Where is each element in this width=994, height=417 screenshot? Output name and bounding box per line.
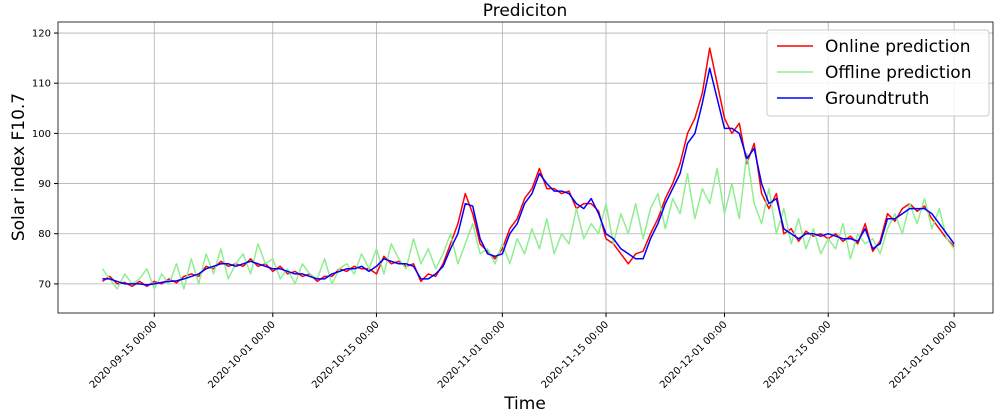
- y-tick-label: 100: [32, 129, 51, 140]
- y-tick-label: 70: [38, 279, 51, 290]
- chart-title: Prediciton: [483, 1, 567, 21]
- plot-frame: [57, 21, 994, 314]
- y-tick-label: 90: [38, 179, 51, 190]
- series-line: [101, 152, 955, 290]
- x-tick-label: 2020-09-15 00:00: [88, 319, 160, 391]
- y-axis-label: Solar index F10.7: [9, 93, 29, 241]
- x-tick-label: 2020-10-01 00:00: [206, 319, 278, 391]
- y-tick-label: 80: [38, 229, 51, 240]
- series-line: [102, 67, 955, 286]
- legend-label: Offline prediction: [825, 63, 971, 83]
- y-tick-label: 120: [32, 29, 51, 40]
- x-tick-label: 2020-10-15 00:00: [310, 319, 382, 391]
- legend-box: [766, 29, 990, 117]
- x-tick-label: 2020-11-01 00:00: [436, 319, 508, 391]
- y-tick-label: 110: [32, 79, 51, 90]
- x-axis-label: Time: [503, 394, 546, 414]
- legend-label: Online prediction: [825, 37, 971, 57]
- x-tick-label: 2020-11-15 00:00: [540, 319, 612, 391]
- legend: Online prediction Offline prediction Groun…: [766, 29, 990, 117]
- legend-label: Groundtruth: [825, 89, 929, 109]
- series-line: [101, 47, 955, 288]
- x-tick-label: 2021-01-01 00:00: [888, 319, 960, 391]
- x-tick-label: 2020-12-01 00:00: [658, 319, 730, 391]
- x-tick-label: 2020-12-15 00:00: [762, 319, 834, 391]
